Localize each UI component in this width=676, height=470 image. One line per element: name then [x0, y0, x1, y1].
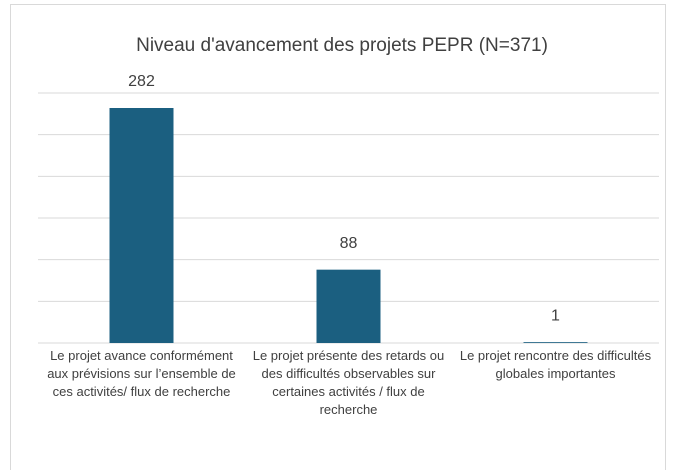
data-label: 88	[340, 235, 358, 252]
bar	[523, 342, 588, 343]
x-tick-label: Le projet rencontre des difficultés glob…	[459, 348, 652, 381]
chart-title: Niveau d'avancement des projets PEPR (N=…	[136, 35, 548, 56]
x-tick-label: Le projet présente des retards ou des di…	[252, 348, 445, 417]
bar	[109, 108, 174, 343]
bar	[316, 269, 381, 343]
data-label: 1	[551, 307, 560, 324]
x-tick-label: Le projet avance conformément aux prévis…	[47, 348, 236, 399]
data-label: 282	[128, 73, 155, 90]
